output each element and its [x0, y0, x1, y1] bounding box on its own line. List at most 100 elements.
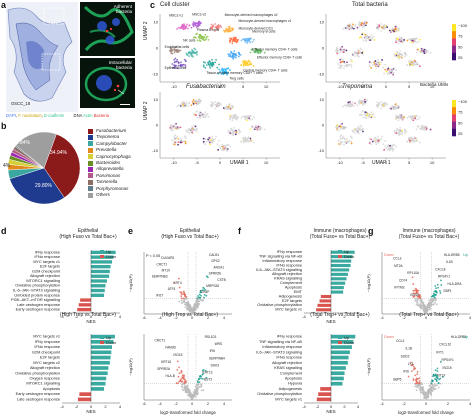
umap-cell: [225, 72, 228, 75]
volcano-gene-label: LYZ: [408, 362, 414, 366]
volcano-gene-point: [200, 294, 202, 297]
volcano-gene-point: [413, 366, 415, 368]
umap-cell: [229, 69, 231, 72]
intracellular-bacteria-image: Intracellular bacteria: [80, 58, 135, 108]
volcano-gene-point: [182, 300, 185, 303]
umap-cell: [398, 131, 401, 134]
umap-cell: [354, 128, 357, 131]
umap-cell: [211, 58, 213, 61]
umap-panel-total: -10 -5 0 5 10 10 0 -10: [318, 14, 446, 89]
umap-cell: [358, 114, 361, 116]
volcano-gene-point: [425, 312, 427, 315]
volcano-gene-point: [194, 308, 197, 311]
umap-cell: [221, 145, 224, 148]
nes-x-tick-label: 0: [330, 404, 333, 409]
volcano-gene-label: CSTB: [217, 278, 226, 282]
volcano-gene-point: [202, 298, 205, 301]
umap-y-tick-label: 0: [322, 123, 325, 128]
umap-cell: [195, 104, 198, 106]
umap-trep-title: Treponema: [342, 84, 373, 90]
volcano-xlabel: log2-transformed fold change: [160, 410, 217, 415]
volcano-gene-point: [413, 295, 416, 297]
umap-cell: [401, 40, 404, 43]
umap-cell: [370, 111, 373, 114]
umap-cell: [218, 140, 220, 142]
volcano-gene-point: [178, 300, 181, 303]
umap-cell: [370, 143, 373, 146]
volcano-gene-point: [412, 283, 415, 285]
volcano-gene-point: [428, 306, 431, 309]
umap-cell: [176, 28, 178, 30]
nes-category-label: E2F targets: [282, 298, 302, 303]
volcano-ylabel: −log10(P): [366, 358, 371, 376]
umap-cell: [361, 37, 363, 39]
umap-cell: [259, 48, 261, 51]
nes-bar: [91, 269, 110, 274]
umap-cell: [237, 132, 240, 135]
volcano-gene-point: [433, 383, 436, 385]
umap-cell: [171, 129, 174, 132]
umap-cell: [227, 130, 230, 132]
nes-category-label: Oxidative phosphorylation: [15, 370, 60, 375]
umap-cell: [244, 118, 247, 121]
legend-dna: DNA: [73, 113, 83, 118]
umap-cell: [190, 53, 193, 55]
cluster-label: Effector memory CD4+ T cells: [252, 48, 297, 52]
cbar-segment: [452, 132, 456, 135]
umap-cell: [204, 34, 207, 36]
umap-cell: [339, 140, 341, 143]
volcano-x-tick-label: -4: [158, 402, 161, 406]
umap-y-tick-label: 10: [320, 97, 325, 102]
umap-cell: [339, 58, 342, 61]
nes-bar: [331, 371, 345, 376]
umap-cell: [339, 128, 342, 131]
umap-cell: [230, 128, 233, 131]
umap-cell: [232, 131, 235, 134]
umap-cell: [177, 60, 179, 63]
umap-cell: [235, 54, 238, 57]
nes-x-tick-label: 2: [104, 314, 107, 319]
umap-cell: [215, 135, 217, 138]
cbar-segment: [452, 42, 456, 45]
umap-cell: [202, 114, 205, 117]
umap-cell: [171, 49, 174, 52]
umap-cell: [393, 143, 396, 146]
umap-cell: [233, 53, 236, 56]
umap-cell: [195, 51, 198, 54]
volcano-gene-point: [418, 380, 421, 383]
nes-category-label: Allograft rejection: [30, 273, 60, 278]
umap-cell: [212, 24, 215, 27]
umap-cell: [337, 49, 340, 52]
umap-cell: [391, 149, 394, 151]
nes-bar: [316, 308, 331, 312]
umap-cell: [346, 26, 349, 29]
umap-cell: [408, 137, 411, 140]
volcano-gene-point: [422, 305, 425, 308]
volcano-gene-point: [192, 309, 195, 311]
umap-cell: [252, 65, 255, 68]
nes-bar: [78, 303, 91, 307]
volcano-gene-point: [185, 305, 188, 308]
umap-cell: [193, 47, 196, 50]
umap-cell: [339, 125, 342, 128]
umap-cell: [246, 117, 249, 120]
umap-cell: [394, 103, 397, 106]
nes-category-label: IFNα response: [34, 344, 60, 349]
volcano-gene-label: FAM3D: [165, 346, 176, 350]
umap-cell: [240, 116, 243, 119]
volcano-gene-point: [205, 294, 208, 297]
volcano-gene-point: [435, 376, 438, 379]
volcano-gene-point: [180, 378, 183, 380]
nes-xlabel: NES: [86, 409, 95, 414]
umap-cell: [176, 128, 179, 130]
umap-cell: [341, 126, 344, 128]
umap-cell: [234, 133, 237, 136]
umap-cell: [403, 132, 406, 135]
umap-cell: [177, 137, 179, 140]
umap-cell: [385, 147, 388, 149]
umap-cell: [231, 42, 234, 45]
umap-cell: [219, 147, 222, 149]
umap-cell: [205, 115, 207, 118]
panel-letter-e: e: [128, 226, 134, 236]
